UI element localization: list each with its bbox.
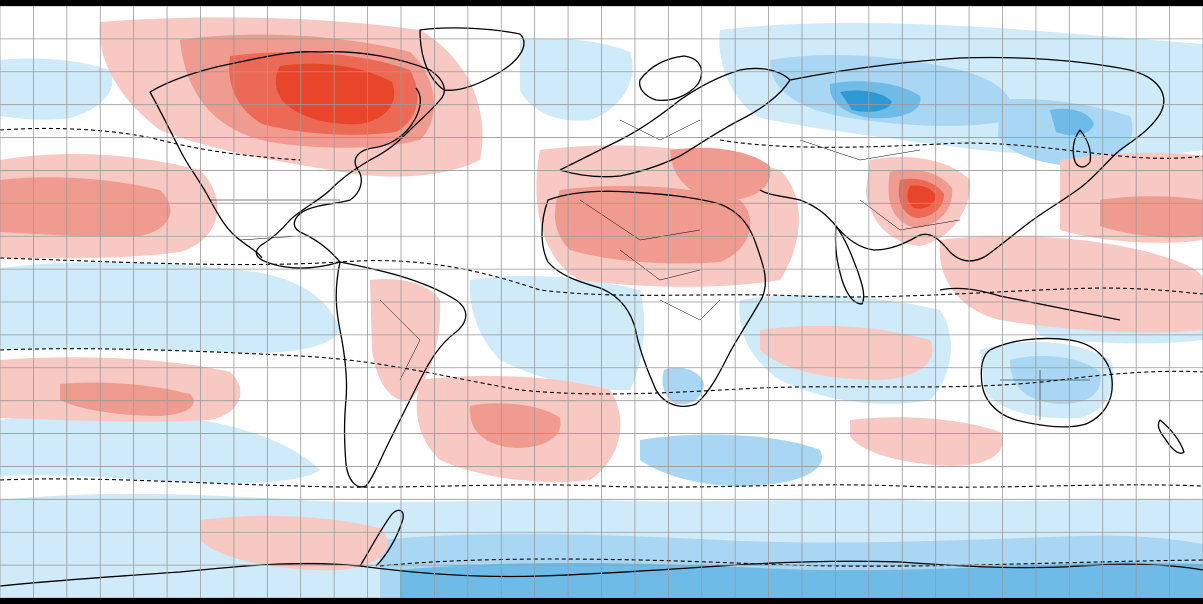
warm-region-middle-east: [670, 147, 771, 200]
zero-contour: [0, 478, 1203, 488]
country-border: [379, 299, 421, 381]
coast-antarctic-peninsula: [359, 509, 404, 567]
zero-contour: [0, 348, 1203, 395]
warm-region-antarctic-peninsula: [200, 515, 388, 571]
coast-north-america-west: [149, 91, 263, 259]
zero-contour: [0, 127, 301, 161]
zero-contour: [0, 257, 1203, 298]
warm-region-south-atlantic-core: [469, 403, 561, 448]
warm-region-east-pacific-core: [1100, 196, 1203, 238]
country-border: [239, 235, 301, 241]
coast-antarctica: [0, 560, 1203, 587]
cool-region-north-atlantic: [520, 38, 633, 121]
country-border: [619, 119, 701, 141]
coast-south-america: [335, 261, 467, 488]
country-border: [799, 139, 921, 161]
country-border: [619, 249, 701, 281]
warm-region-pacific-band: [0, 177, 171, 237]
coast-new-zealand: [1157, 419, 1185, 454]
country-border: [659, 299, 721, 321]
coast-india: [834, 225, 865, 305]
coast-africa: [541, 190, 766, 407]
country-border: [859, 199, 961, 231]
coast-japan: [1072, 129, 1092, 168]
border-layer: [210, 119, 1090, 420]
cool-region-ross-peak: [840, 90, 892, 112]
country-border: [579, 199, 701, 241]
warm-region-indian-ocean: [760, 325, 933, 380]
coast-australia: [980, 337, 1113, 428]
warm-region-south-pacific-core: [60, 382, 194, 416]
coast-asia: [759, 56, 1165, 262]
warm-region-west-pacific: [939, 235, 1203, 333]
warm-region-south-indian: [850, 417, 1003, 466]
warm-region-south-america: [370, 278, 441, 401]
warm-anomaly-layer: [0, 17, 1203, 571]
coast-scandinavia: [638, 55, 703, 102]
warm-region-hudson-peak: [275, 63, 395, 125]
cool-region-south-africa: [662, 367, 704, 405]
cool-region-tropical-atlantic: [469, 275, 645, 391]
frame-bottom: [0, 598, 1203, 604]
cool-region-south-indian: [640, 434, 822, 487]
cool-region-tropical-pacific: [0, 262, 340, 354]
frame-top: [0, 0, 1203, 6]
cool-region-east-asia-peak: [1050, 108, 1094, 136]
warm-region-tibet-max: [907, 185, 936, 209]
